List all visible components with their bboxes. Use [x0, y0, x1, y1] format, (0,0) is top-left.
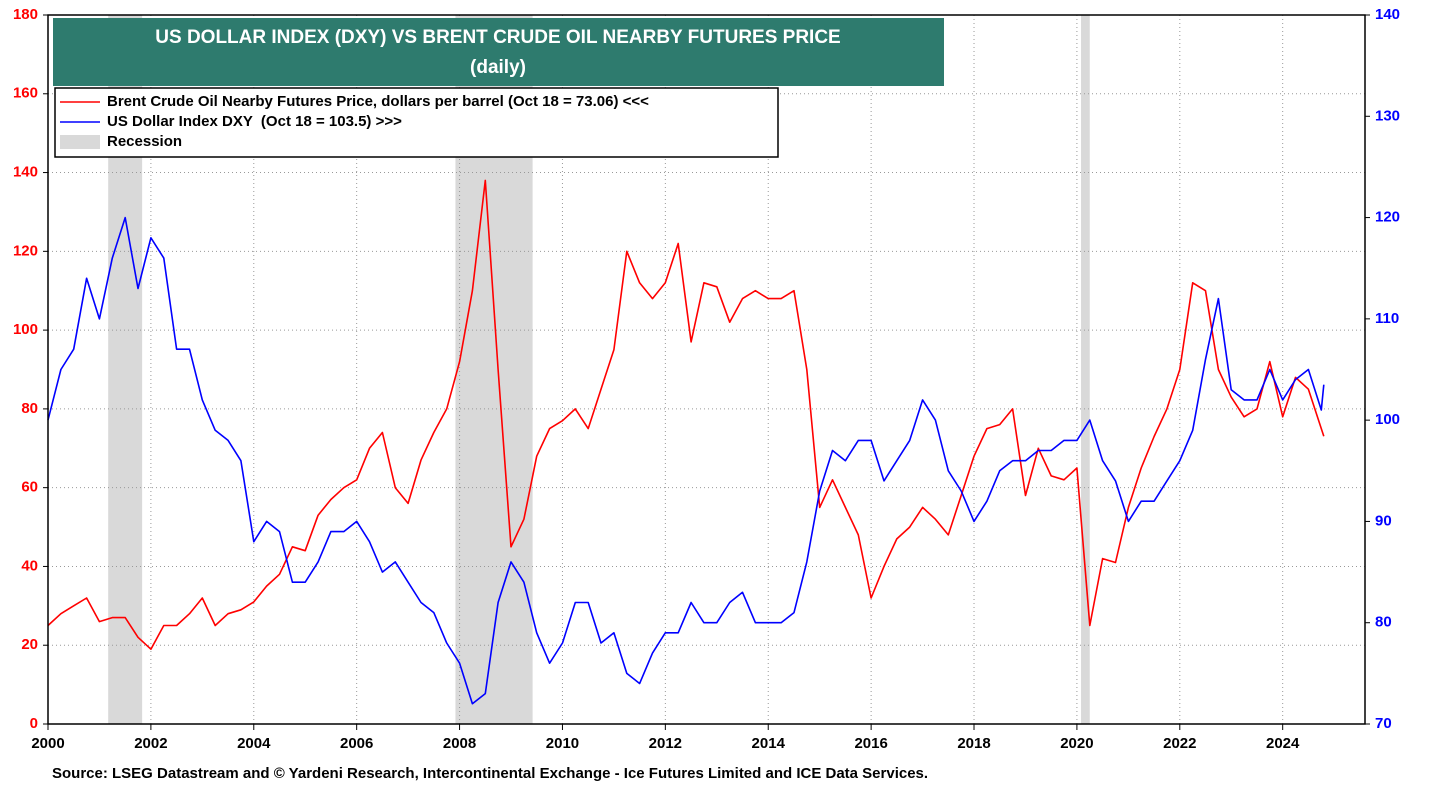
y-tick-label: 100	[13, 321, 38, 338]
x-tick-label: 2000	[31, 735, 64, 752]
legend-box	[54, 87, 779, 158]
y-tick-label: 40	[21, 557, 38, 574]
x-tick-label: 2018	[957, 735, 990, 752]
legend-label: Brent Crude Oil Nearby Futures Price, do…	[107, 93, 649, 110]
source: Source: LSEG Datastream and © Yardeni Re…	[52, 765, 928, 782]
legend-label: US Dollar Index DXY (Oct 18 = 103.5) >>>	[107, 113, 402, 130]
x-tick-label: 2024	[1266, 735, 1300, 752]
legend-label: Recession	[107, 133, 182, 150]
y2-tick-label: 120	[1375, 209, 1400, 226]
legend-swatch	[60, 135, 100, 149]
x-tick-label: 2010	[546, 735, 579, 752]
y2-tick-label: 110	[1375, 310, 1399, 327]
x-tick-label: 2014	[752, 735, 786, 752]
y2-tick-label: 100	[1375, 411, 1400, 428]
x-tick-label: 2020	[1060, 735, 1093, 752]
chart-title: US DOLLAR INDEX (DXY) VS BRENT CRUDE OIL…	[155, 27, 840, 48]
x-tick-label: 2004	[237, 735, 271, 752]
y-tick-label: 20	[21, 636, 38, 653]
x-tick-label: 2006	[340, 735, 373, 752]
y2-tick-label: 140	[1375, 6, 1400, 23]
x-tick-label: 2012	[649, 735, 682, 752]
y-tick-label: 140	[13, 164, 38, 181]
y-tick-label: 0	[30, 715, 38, 732]
x-tick-label: 2016	[854, 735, 887, 752]
y2-tick-label: 90	[1375, 512, 1392, 529]
recession-band	[1081, 15, 1090, 724]
y-tick-label: 180	[13, 6, 38, 23]
legend: Brent Crude Oil Nearby Futures Price, do…	[54, 87, 779, 158]
x-tick-label: 2022	[1163, 735, 1196, 752]
y-tick-label: 80	[21, 400, 38, 417]
plot-frame	[47, 14, 1366, 725]
y2-tick-label: 130	[1375, 107, 1400, 124]
x-tick-label: 2002	[134, 735, 167, 752]
y2-tick-label: 80	[1375, 614, 1392, 631]
y2-tick-label: 70	[1375, 715, 1392, 732]
series-line	[47, 179, 1325, 650]
title-box	[53, 18, 944, 86]
y-tick-label: 160	[13, 85, 38, 102]
chart-subtitle: (daily)	[470, 57, 526, 78]
series-line	[47, 216, 1325, 705]
y-tick-label: 120	[13, 242, 38, 259]
x-tick-label: 2008	[443, 735, 476, 752]
y-tick-label: 60	[21, 479, 38, 496]
